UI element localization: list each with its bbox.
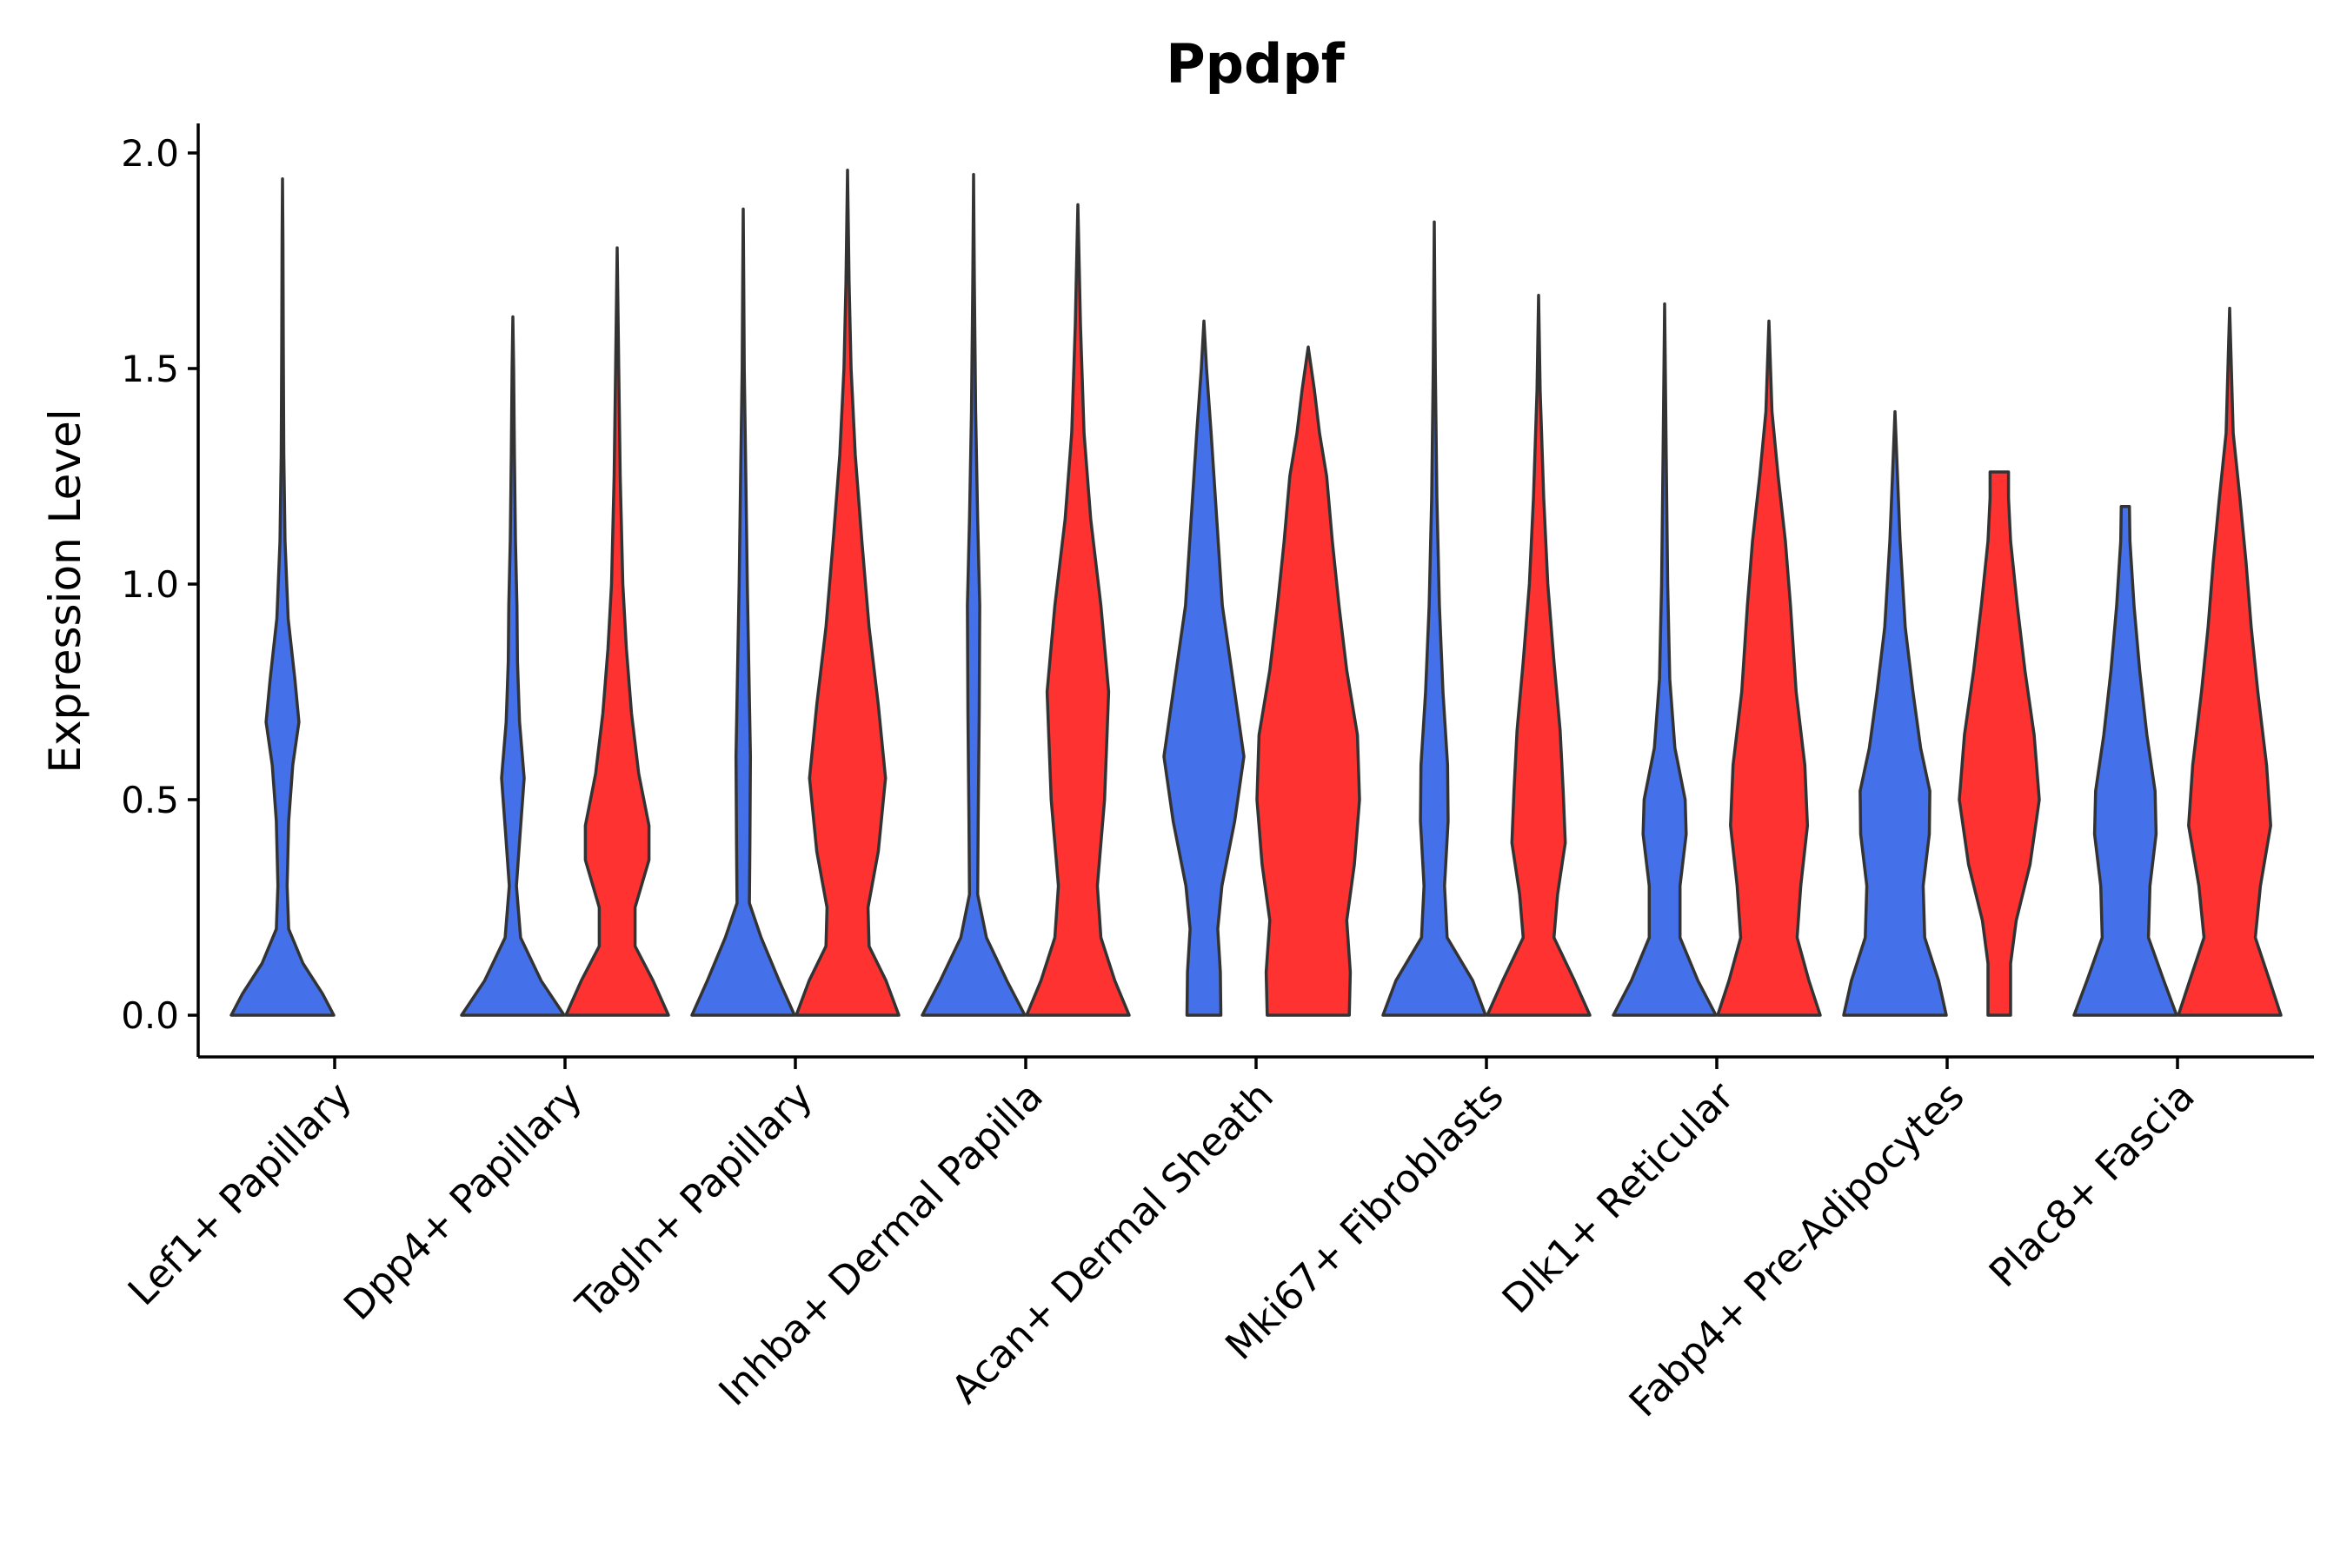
y-tick-label: 0.0 [121,994,179,1037]
y-tick-label: 0.5 [121,779,179,821]
y-tick-label: 2.0 [121,132,179,175]
violin-red-inhba-dermal-papilla [1025,203,1131,1017]
x-tick-label: Lef1+ Papillary [119,1073,361,1314]
violin-red-tagln-papillary [795,169,901,1017]
chart-title: Ppdpf [1166,32,1346,96]
y-tick-label: 1.5 [121,348,179,390]
violin-red-dpp4-papillary [564,246,670,1017]
x-tick-label: Tagln+ Papillary [567,1073,821,1327]
violin-blue-dpp4-papillary [460,315,566,1017]
x-tick-label: Dpp4+ Papillary [335,1073,591,1329]
violin-blue-inhba-dermal-papilla [921,173,1027,1017]
violin-group [229,169,2283,1017]
violin-blue-acan-dermal-sheath [1162,319,1246,1017]
violin-red-plac8-fascia [2177,306,2283,1017]
y-tick-label: 1.0 [121,563,179,606]
violin-red-fabp4-pre-adipocytes [1958,470,2041,1017]
violin-blue-tagln-papillary [690,207,796,1017]
violin-red-mki67-fibroblasts [1486,293,1592,1017]
violin-red-dlk1-reticular [1716,319,1822,1017]
violin-blue-fabp4-pre-adipocytes [1842,409,1948,1017]
y-ticks: 0.0 0.5 1.0 1.5 2.0 [121,132,198,1037]
y-axis-label: Expression Level [40,409,90,773]
violin-blue-lef1-papillary [229,177,336,1017]
violin-blue-plac8-fascia [2072,504,2178,1017]
x-tick-label: Dlk1+ Reticular [1493,1073,1743,1322]
violin-blue-dlk1-reticular [1612,302,1718,1017]
violin-blue-mki67-fibroblasts [1381,220,1487,1017]
x-tick-label: Plac8+ Fascia [1980,1073,2204,1296]
violin-red-acan-dermal-sheath [1255,345,1361,1017]
